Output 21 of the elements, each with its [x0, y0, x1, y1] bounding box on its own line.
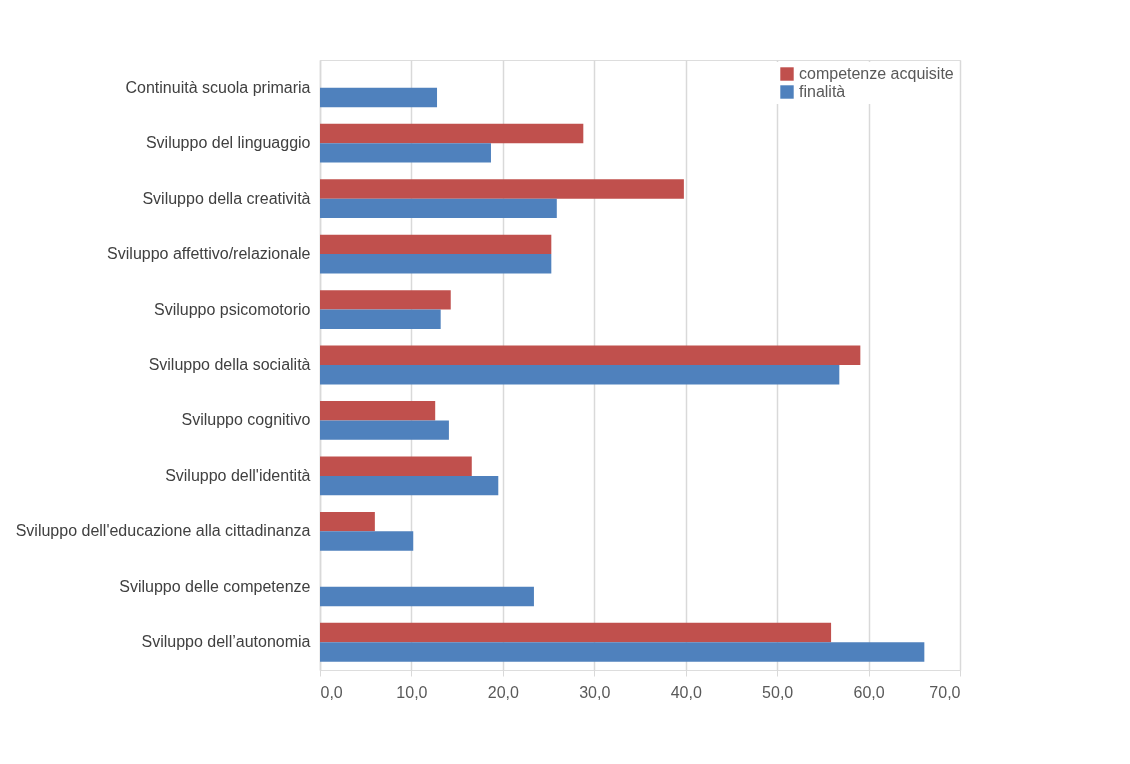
y-tick-label: Sviluppo dell'educazione alla cittadinanza [15, 522, 311, 540]
y-tick-label: Sviluppo delle competenze [119, 577, 311, 595]
x-tick-label: 30,0 [579, 683, 611, 701]
y-tick-label: Sviluppo cognitivo [181, 411, 311, 429]
y-tick-label: Sviluppo della socialità [148, 356, 311, 373]
y-tick-label: Sviluppo del linguaggio [145, 134, 311, 152]
x-tick-label: 0,0 [320, 683, 343, 701]
x-tick-label: 70,0 [929, 683, 961, 701]
x-tick-label: 60,0 [853, 683, 885, 701]
x-tick-label: 20,0 [487, 683, 520, 701]
y-tick-label: Sviluppo dell’autonomia [141, 633, 311, 651]
y-tick-label: Sviluppo dell'identità [165, 466, 311, 484]
y-tick-label: Sviluppo psicomotorio [153, 300, 311, 318]
y-tick-label: Sviluppo della creatività [142, 189, 311, 207]
legend-label: finalità [799, 83, 846, 100]
legend-label: competenze acquisite [799, 65, 954, 82]
x-tick-label: 10,0 [396, 683, 428, 701]
y-tick-label: Continuità scuola primaria [125, 78, 311, 96]
x-tick-label: 50,0 [762, 683, 794, 701]
x-tick-label: 40,0 [670, 683, 702, 701]
y-tick-label: Sviluppo affettivo/relazionale [107, 245, 311, 263]
